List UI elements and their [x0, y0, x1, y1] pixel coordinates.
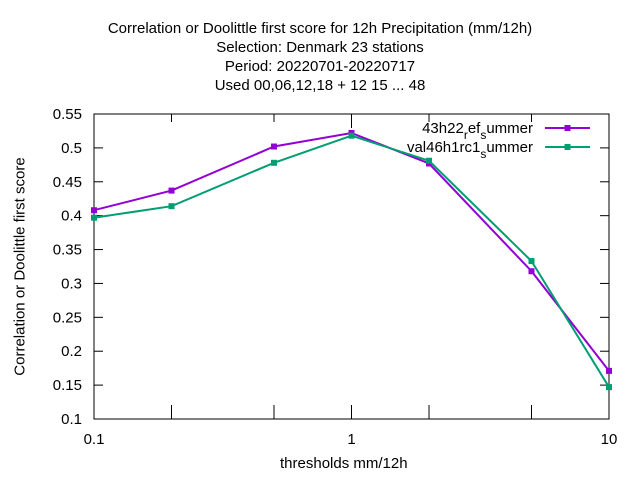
legend-label-part: s	[480, 128, 486, 142]
x-tick-label: 1	[347, 431, 355, 448]
data-point	[348, 132, 355, 139]
data-point	[91, 207, 97, 214]
y-tick-label: 0.5	[61, 140, 82, 157]
y-tick-label: 0.1	[61, 411, 82, 428]
y-tick-label: 0.15	[53, 377, 82, 394]
chart-subtitle-used: Used 00,06,12,18 + 12 15 ... 48	[214, 77, 426, 94]
legend-label-part: ef	[468, 120, 481, 137]
y-tick-label: 0.2	[61, 343, 82, 360]
legend-label-part: 43h22	[422, 120, 464, 137]
data-point	[606, 384, 612, 391]
plot-frame	[93, 113, 610, 420]
legend-label-part: ummer	[486, 120, 533, 137]
chart-subtitle-selection: Selection: Denmark 23 stations	[216, 39, 424, 56]
y-tick-label: 0.35	[53, 242, 82, 259]
y-tick-label: 0.3	[61, 275, 82, 292]
data-point	[168, 203, 175, 210]
data-point	[270, 159, 277, 166]
x-axis-label: thresholds mm/12h	[280, 455, 408, 472]
legend-label-part: s	[480, 147, 486, 161]
chart-subtitle-period: Period: 20220701-20220717	[224, 58, 416, 75]
y-axis-label: Correlation or Doolittle first score	[11, 157, 29, 376]
data-point	[426, 157, 433, 164]
legend-label-0: 43h22refsummer	[422, 120, 533, 142]
y-tick-label: 0.25	[53, 309, 82, 326]
legend-marker-1	[564, 144, 571, 150]
data-point	[91, 214, 97, 221]
legend-label-1: val46h1rc1summer	[407, 139, 533, 161]
y-tick-label: 0.45	[53, 174, 82, 191]
data-point	[270, 143, 277, 150]
y-tick-label: 0.4	[61, 208, 82, 225]
legend-label-part: ummer	[486, 139, 533, 156]
x-tick-label: 0.1	[84, 431, 105, 448]
series-line-0	[93, 131, 610, 372]
x-tick-label: 10	[601, 431, 618, 448]
data-point	[606, 367, 612, 374]
legend-label-part: val46h1rc1	[407, 139, 480, 156]
legend-marker-0	[564, 125, 571, 131]
chart-title: Correlation or Doolittle first score for…	[107, 20, 533, 37]
data-point	[528, 258, 535, 265]
data-point	[528, 268, 535, 275]
y-tick-label: 0.55	[53, 106, 82, 123]
legend-label-part: r	[464, 128, 468, 142]
data-point	[168, 187, 175, 194]
